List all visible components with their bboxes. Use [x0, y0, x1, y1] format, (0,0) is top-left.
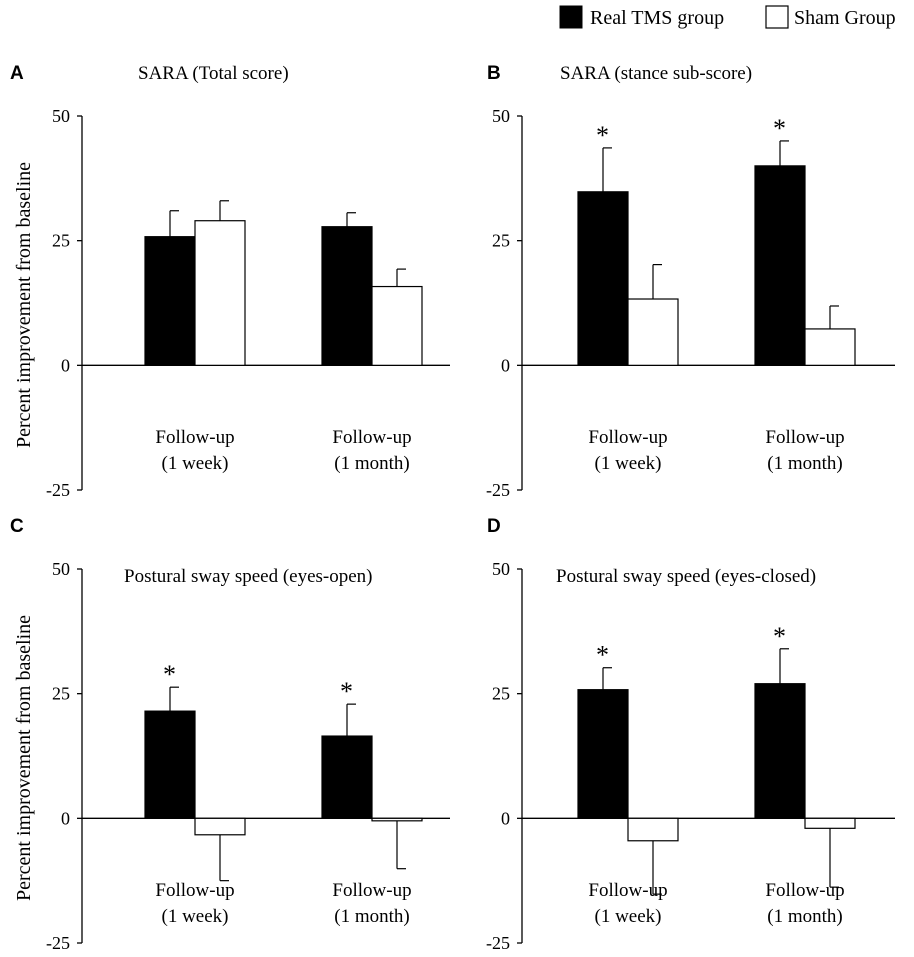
- y-tick-label: 0: [61, 355, 70, 375]
- bar-real-tms: [577, 191, 629, 366]
- bar-sham: [371, 817, 423, 822]
- category-label-line2: (1 month): [334, 453, 409, 474]
- bar-real-tms: [144, 710, 196, 819]
- category-label-line1: Follow-up: [155, 880, 234, 901]
- panel-d: D Postural sway speed (eyes-closed) -25 0 25…: [486, 516, 895, 953]
- category-label-line2: (1 month): [334, 906, 409, 927]
- y-axis-label-bottom: Percent improvement from baseline: [13, 615, 35, 901]
- panel-letter: D: [487, 516, 501, 537]
- significance-marker: *: [596, 121, 609, 150]
- significance-marker: *: [773, 114, 786, 143]
- panel-letter: C: [10, 516, 24, 537]
- panel-letter: B: [487, 63, 501, 84]
- bar-sham: [627, 817, 679, 842]
- y-tick-label: -25: [46, 933, 70, 953]
- category-label-line1: Follow-up: [155, 427, 234, 448]
- y-tick-label: 25: [492, 231, 510, 251]
- panel-b: B SARA (stance sub-score) -25 0 25 50 * * Follow…: [486, 63, 895, 500]
- y-tick-label: 0: [501, 808, 510, 828]
- bar-real-tms: [144, 236, 196, 366]
- category-label-line2: (1 month): [767, 906, 842, 927]
- legend-label-sham: Sham Group: [794, 7, 896, 29]
- category-label-line2: (1 month): [767, 453, 842, 474]
- y-tick-label: 25: [52, 231, 70, 251]
- significance-marker: *: [596, 641, 609, 670]
- legend-swatch-real-tms: [559, 5, 583, 29]
- category-label-line2: (1 week): [162, 453, 229, 474]
- legend-label-real-tms: Real TMS group: [590, 7, 724, 29]
- y-tick-label: 50: [492, 559, 510, 579]
- category-label-line2: (1 week): [595, 453, 662, 474]
- y-axis-label-top: Percent improvement from baseline: [13, 162, 35, 448]
- y-tick-label: 50: [492, 106, 510, 126]
- chart-title: Postural sway speed (eyes-open): [124, 566, 373, 587]
- bar-sham: [804, 328, 856, 366]
- bar-real-tms: [321, 735, 373, 819]
- category-label-line1: Follow-up: [765, 880, 844, 901]
- chart-title: Postural sway speed (eyes-closed): [556, 566, 816, 587]
- significance-marker: *: [773, 622, 786, 651]
- y-tick-label: 25: [492, 684, 510, 704]
- category-label-line2: (1 week): [162, 906, 229, 927]
- category-label-line2: (1 week): [595, 906, 662, 927]
- bar-sham: [194, 220, 246, 366]
- chart-title: SARA (Total score): [138, 63, 289, 84]
- significance-marker: *: [163, 660, 176, 689]
- y-tick-label: 50: [52, 106, 70, 126]
- significance-marker: *: [340, 677, 353, 706]
- y-tick-label: -25: [486, 933, 510, 953]
- panel-a: A SARA (Total score) -25 0 25 50 Follow-up (1 w…: [10, 63, 450, 500]
- y-tick-label: 50: [52, 559, 70, 579]
- category-label-line1: Follow-up: [765, 427, 844, 448]
- legend-swatch-sham: [765, 5, 789, 29]
- bar-sham: [371, 285, 423, 366]
- legend: Real TMS group Sham Group: [559, 5, 896, 29]
- y-tick-label: 0: [61, 808, 70, 828]
- category-label-line1: Follow-up: [588, 427, 667, 448]
- chart-title: SARA (stance sub-score): [560, 63, 752, 84]
- bar-sham: [804, 817, 856, 829]
- y-tick-label: -25: [486, 480, 510, 500]
- y-tick-label: 25: [52, 684, 70, 704]
- bar-sham: [194, 817, 246, 836]
- bar-real-tms: [754, 165, 806, 366]
- y-tick-label: 0: [501, 355, 510, 375]
- y-tick-label: -25: [46, 480, 70, 500]
- panel-c: C Postural sway speed (eyes-open) -25 0 25 50…: [10, 516, 450, 953]
- bar-real-tms: [321, 226, 373, 366]
- bar-real-tms: [577, 689, 629, 819]
- bar-real-tms: [754, 683, 806, 819]
- category-label-line1: Follow-up: [332, 427, 411, 448]
- bar-sham: [627, 298, 679, 366]
- category-label-line1: Follow-up: [332, 880, 411, 901]
- category-label-line1: Follow-up: [588, 880, 667, 901]
- panel-letter: A: [10, 63, 24, 84]
